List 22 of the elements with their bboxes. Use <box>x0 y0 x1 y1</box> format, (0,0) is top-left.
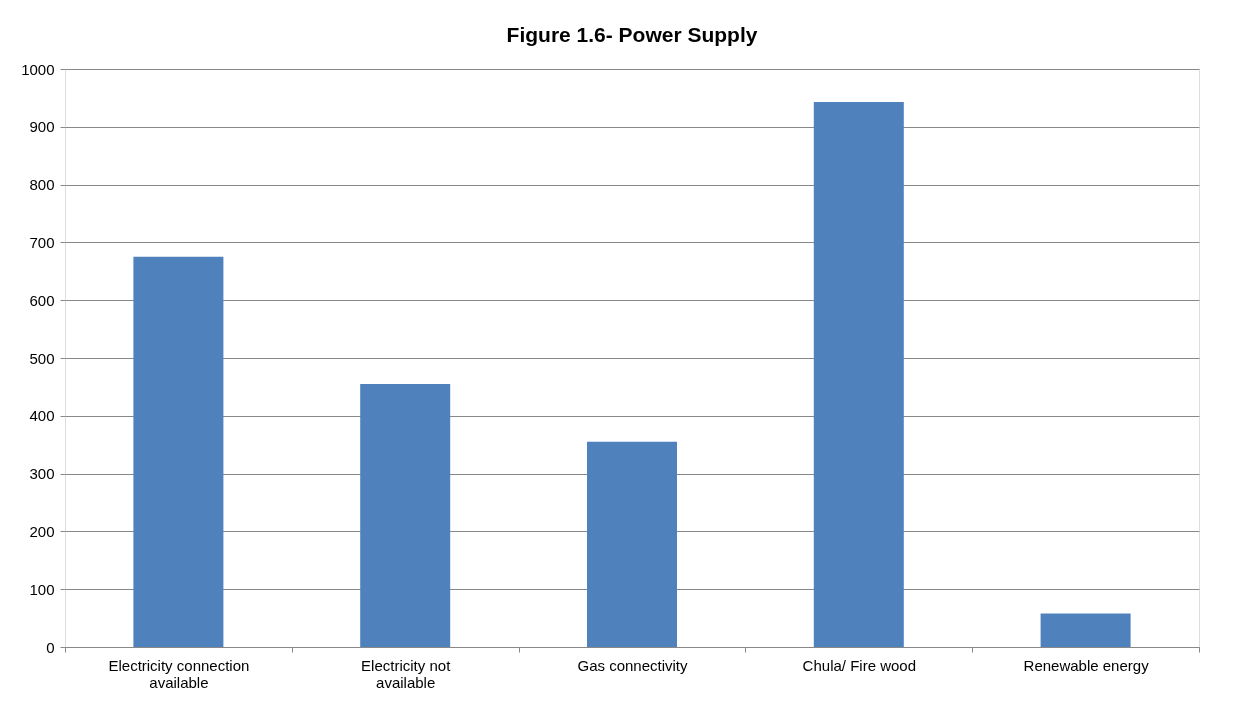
x-tick-label: Chula/ Fire wood <box>802 656 916 674</box>
bar <box>587 441 677 647</box>
y-tick-label: 0 <box>46 638 55 656</box>
y-tick-label: 500 <box>29 349 55 367</box>
bar <box>1040 613 1131 647</box>
bar <box>133 256 224 647</box>
y-tick-label: 100 <box>29 580 55 598</box>
bar <box>360 384 451 647</box>
x-tick-label: Gas connectivity <box>577 656 689 674</box>
y-tick-label: 400 <box>29 407 55 425</box>
chart-title: Figure 1.6- Power Supply <box>506 23 758 46</box>
y-tick-label: 800 <box>29 176 55 194</box>
y-tick-label: 900 <box>29 118 55 136</box>
x-tick-label: Electricity connection available <box>108 656 250 691</box>
y-tick-label: 700 <box>29 233 55 251</box>
x-tick-label: Electricity not available <box>361 656 452 691</box>
y-tick-label: 300 <box>29 465 55 483</box>
x-tick-label: Renewable energy <box>1023 656 1150 674</box>
y-tick-label: 200 <box>29 522 55 540</box>
y-tick-label: 600 <box>29 291 55 309</box>
y-tick-label: 1000 <box>21 60 55 78</box>
bar <box>813 101 904 647</box>
